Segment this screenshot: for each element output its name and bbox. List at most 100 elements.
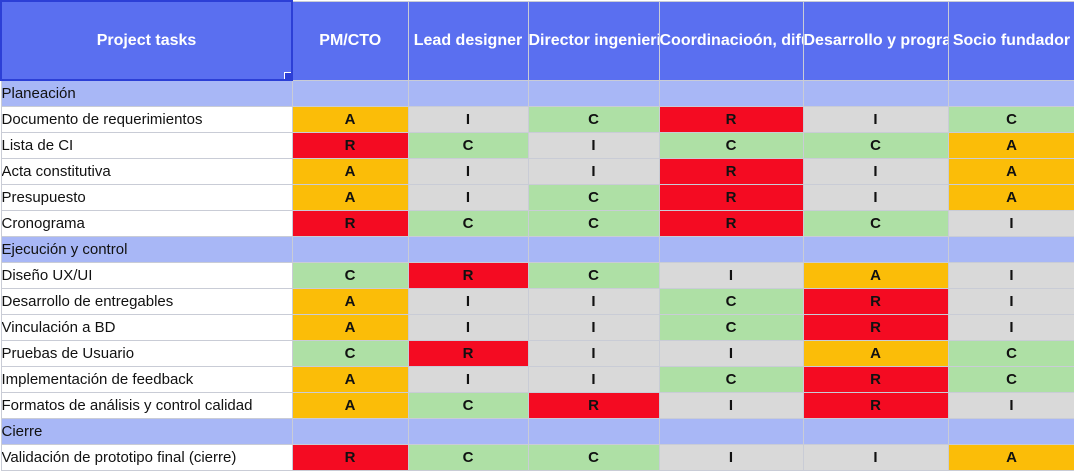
raci-value-cell[interactable]: I (407, 314, 529, 341)
raci-value-cell[interactable]: A (947, 184, 1074, 211)
raci-value-cell[interactable]: C (658, 132, 804, 159)
raci-value-cell[interactable]: A (947, 132, 1074, 159)
raci-value-cell[interactable]: A (291, 158, 409, 185)
raci-value-cell[interactable]: I (407, 184, 529, 211)
task-name-cell[interactable]: Vinculación a BD (0, 314, 293, 341)
raci-value-cell[interactable]: R (407, 262, 529, 289)
raci-value-cell[interactable]: I (947, 288, 1074, 315)
raci-value-cell[interactable]: C (527, 184, 660, 211)
section-label-cell[interactable]: Planeación (0, 79, 293, 107)
section-empty-cell[interactable] (658, 236, 804, 263)
raci-value-cell[interactable]: I (947, 314, 1074, 341)
task-name-cell[interactable]: Desarrollo de entregables (0, 288, 293, 315)
task-name-cell[interactable]: Pruebas de Usuario (0, 340, 293, 367)
raci-value-cell[interactable]: R (291, 210, 409, 237)
raci-value-cell[interactable]: I (527, 132, 660, 159)
header-cell-coordinacion[interactable]: Coordinacioón, difusion (658, 0, 804, 81)
raci-value-cell[interactable]: I (658, 262, 804, 289)
raci-value-cell[interactable]: C (947, 366, 1074, 393)
raci-value-cell[interactable]: R (407, 340, 529, 367)
raci-value-cell[interactable]: R (802, 288, 949, 315)
section-empty-cell[interactable] (407, 236, 529, 263)
section-empty-cell[interactable] (527, 236, 660, 263)
raci-value-cell[interactable]: C (407, 392, 529, 419)
raci-value-cell[interactable]: R (802, 366, 949, 393)
section-empty-cell[interactable] (407, 79, 529, 107)
raci-value-cell[interactable]: I (947, 262, 1074, 289)
header-cell-socio-fundador[interactable]: Socio fundador (947, 0, 1074, 81)
raci-value-cell[interactable]: R (658, 106, 804, 133)
raci-value-cell[interactable]: A (947, 444, 1074, 471)
raci-value-cell[interactable]: C (527, 210, 660, 237)
section-empty-cell[interactable] (802, 79, 949, 107)
raci-value-cell[interactable]: I (407, 366, 529, 393)
header-cell-pm-cto[interactable]: PM/CTO (291, 0, 409, 81)
raci-value-cell[interactable]: C (658, 288, 804, 315)
raci-value-cell[interactable]: A (291, 392, 409, 419)
raci-value-cell[interactable]: R (291, 444, 409, 471)
raci-value-cell[interactable]: I (802, 184, 949, 211)
raci-value-cell[interactable]: R (802, 392, 949, 419)
raci-value-cell[interactable]: A (291, 288, 409, 315)
raci-value-cell[interactable]: C (527, 106, 660, 133)
raci-value-cell[interactable]: I (802, 158, 949, 185)
raci-value-cell[interactable]: I (802, 106, 949, 133)
raci-value-cell[interactable]: R (802, 314, 949, 341)
section-label-cell[interactable]: Ejecución y control (0, 236, 293, 263)
section-empty-cell[interactable] (802, 236, 949, 263)
task-name-cell[interactable]: Implementación de feedback (0, 366, 293, 393)
raci-value-cell[interactable]: R (658, 158, 804, 185)
task-name-cell[interactable]: Presupuesto (0, 184, 293, 211)
raci-value-cell[interactable]: I (527, 340, 660, 367)
raci-value-cell[interactable]: I (658, 340, 804, 367)
task-name-cell[interactable]: Cronograma (0, 210, 293, 237)
raci-value-cell[interactable]: A (291, 184, 409, 211)
raci-value-cell[interactable]: C (658, 366, 804, 393)
task-name-cell[interactable]: Lista de CI (0, 132, 293, 159)
section-empty-cell[interactable] (658, 418, 804, 445)
section-empty-cell[interactable] (947, 418, 1074, 445)
task-name-cell[interactable]: Formatos de análisis y control calidad (0, 392, 293, 419)
raci-value-cell[interactable]: C (802, 132, 949, 159)
raci-value-cell[interactable]: I (527, 158, 660, 185)
raci-value-cell[interactable]: C (658, 314, 804, 341)
raci-value-cell[interactable]: R (658, 210, 804, 237)
section-empty-cell[interactable] (947, 236, 1074, 263)
raci-value-cell[interactable]: I (407, 158, 529, 185)
selection-fill-handle[interactable] (284, 72, 290, 78)
raci-value-cell[interactable]: C (291, 340, 409, 367)
raci-value-cell[interactable]: I (947, 210, 1074, 237)
raci-value-cell[interactable]: I (407, 288, 529, 315)
task-name-cell[interactable]: Documento de requerimientos (0, 106, 293, 133)
raci-value-cell[interactable]: C (802, 210, 949, 237)
header-cell-project-tasks[interactable]: Project tasks (0, 0, 293, 81)
section-empty-cell[interactable] (527, 79, 660, 107)
raci-value-cell[interactable]: A (802, 340, 949, 367)
raci-value-cell[interactable]: A (947, 158, 1074, 185)
raci-value-cell[interactable]: R (291, 132, 409, 159)
section-label-cell[interactable]: Cierre (0, 418, 293, 445)
task-name-cell[interactable]: Diseño UX/UI (0, 262, 293, 289)
section-empty-cell[interactable] (291, 79, 409, 107)
section-empty-cell[interactable] (407, 418, 529, 445)
section-empty-cell[interactable] (291, 236, 409, 263)
raci-value-cell[interactable]: A (802, 262, 949, 289)
task-name-cell[interactable]: Validación de prototipo final (cierre) (0, 444, 293, 471)
raci-value-cell[interactable]: A (291, 366, 409, 393)
section-empty-cell[interactable] (291, 418, 409, 445)
raci-value-cell[interactable]: C (947, 106, 1074, 133)
raci-value-cell[interactable]: I (407, 106, 529, 133)
raci-value-cell[interactable]: C (407, 444, 529, 471)
header-cell-director-ingenieria[interactable]: Director ingenieria y calidad (527, 0, 660, 81)
raci-value-cell[interactable]: C (407, 132, 529, 159)
section-empty-cell[interactable] (527, 418, 660, 445)
raci-value-cell[interactable]: C (407, 210, 529, 237)
raci-value-cell[interactable]: C (527, 262, 660, 289)
raci-value-cell[interactable]: R (527, 392, 660, 419)
raci-value-cell[interactable]: C (527, 444, 660, 471)
raci-value-cell[interactable]: I (527, 314, 660, 341)
raci-value-cell[interactable]: C (291, 262, 409, 289)
task-name-cell[interactable]: Acta constitutiva (0, 158, 293, 185)
raci-value-cell[interactable]: I (802, 444, 949, 471)
raci-value-cell[interactable]: R (658, 184, 804, 211)
